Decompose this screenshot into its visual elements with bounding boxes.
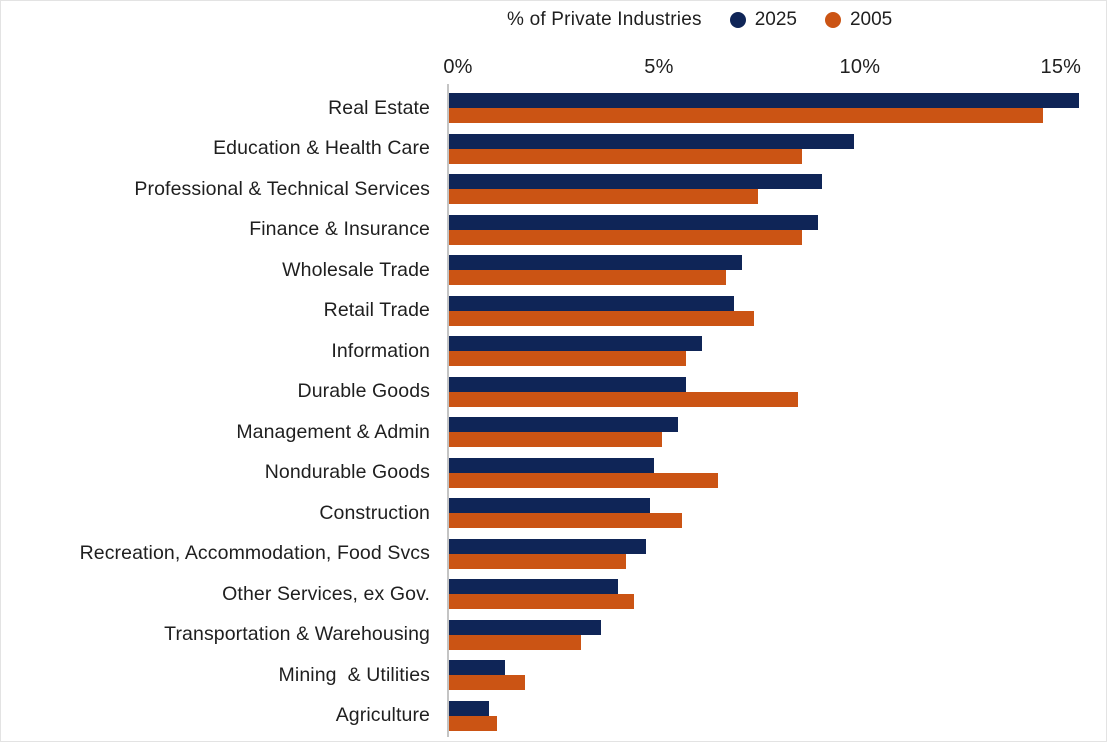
bar-2005 [449, 108, 1043, 124]
bar-2025 [449, 457, 654, 473]
bar-group [449, 493, 1091, 534]
x-tick-label: 5% [644, 56, 674, 78]
x-axis: 0% 5% 10% 15% [443, 47, 1091, 81]
category-label: Transportation & Warehousing [164, 623, 430, 646]
bar-2025 [449, 538, 646, 554]
bar-2025 [449, 255, 742, 271]
category-row: Recreation, Accommodation, Food Svcs [1, 534, 1091, 575]
bar-group [449, 129, 1091, 170]
category-label: Agriculture [335, 704, 430, 727]
bar-2005 [449, 351, 686, 367]
bar-group [449, 331, 1091, 372]
category-row: Other Services, ex Gov. [1, 574, 1091, 615]
bar-group [449, 250, 1091, 291]
bar-2005 [449, 189, 758, 205]
category-label: Education & Health Care [213, 137, 430, 160]
bar-group [449, 210, 1091, 251]
category-label: Management & Admin [236, 420, 430, 443]
category-row: Education & Health Care [1, 129, 1091, 170]
bar-group [449, 534, 1091, 575]
bar-2025 [449, 214, 819, 230]
category-row: Construction [1, 493, 1091, 534]
bar-2005 [449, 432, 662, 448]
bar-2025 [449, 376, 686, 392]
category-label: Finance & Insurance [249, 218, 430, 241]
bar-2005 [449, 634, 582, 650]
category-row: Mining & Utilities [1, 655, 1091, 696]
bar-group [449, 696, 1091, 737]
category-label: Real Estate [328, 96, 430, 119]
category-label: Durable Goods [297, 380, 430, 403]
legend-label-2025: 2025 [754, 9, 797, 30]
bar-group [449, 291, 1091, 332]
bar-2025 [449, 336, 702, 352]
bar-2025 [449, 133, 855, 149]
x-tick-label: 10% [839, 56, 881, 78]
plot-area: Real Estate Education & Health Care Profes… [1, 88, 1091, 736]
category-label: Professional & Technical Services [134, 177, 430, 200]
legend-item-2025: 2025 [729, 9, 797, 31]
category-row: Durable Goods [1, 372, 1091, 413]
bar-group [449, 615, 1091, 656]
category-label: Other Services, ex Gov. [222, 582, 430, 605]
category-label: Retail Trade [323, 299, 430, 322]
category-label: Wholesale Trade [282, 258, 430, 281]
bar-group [449, 453, 1091, 494]
category-row: Transportation & Warehousing [1, 615, 1091, 656]
category-label: Nondurable Goods [264, 461, 430, 484]
category-row: Professional & Technical Services [1, 169, 1091, 210]
bar-group [449, 372, 1091, 413]
bar-2005 [449, 715, 498, 731]
chart-legend: % of Private Industries 2025 2005 [507, 9, 892, 31]
bar-group [449, 655, 1091, 696]
bar-2005 [449, 148, 803, 164]
bar-2025 [449, 498, 650, 514]
category-row: Management & Admin [1, 412, 1091, 453]
category-row: Nondurable Goods [1, 453, 1091, 494]
bar-2025 [449, 700, 490, 716]
bar-2005 [449, 391, 799, 407]
legend-item-2005: 2005 [824, 9, 893, 31]
bar-2025 [449, 579, 618, 595]
bar-group [449, 574, 1091, 615]
category-label: Information [331, 339, 430, 362]
bar-2005 [449, 472, 718, 488]
bar-2025 [449, 174, 823, 190]
category-row: Finance & Insurance [1, 210, 1091, 251]
bar-2005 [449, 229, 803, 245]
bar-2005 [449, 553, 626, 569]
bar-2005 [449, 513, 682, 529]
bar-2005 [449, 675, 526, 691]
bar-2005 [449, 270, 726, 286]
bar-group [449, 88, 1091, 129]
category-row: Real Estate [1, 88, 1091, 129]
category-row: Information [1, 331, 1091, 372]
bar-2025 [449, 417, 678, 433]
category-label: Recreation, Accommodation, Food Svcs [79, 542, 430, 565]
legend-dot-2005-icon [824, 12, 841, 28]
bar-2005 [449, 594, 634, 610]
bar-2005 [449, 310, 754, 326]
legend-label-2005: 2005 [849, 9, 893, 30]
bar-group [449, 412, 1091, 453]
category-label: Construction [319, 501, 430, 524]
x-tick-label: 0% [443, 56, 473, 78]
category-row: Agriculture [1, 696, 1091, 737]
y-axis-line [447, 84, 449, 737]
bar-2025 [449, 619, 602, 635]
x-tick-label: 15% [1040, 56, 1082, 78]
bar-group [449, 169, 1091, 210]
category-label: Mining & Utilities [278, 663, 430, 686]
bar-2025 [449, 660, 506, 676]
bar-2025 [449, 93, 1079, 109]
bar-2025 [449, 295, 734, 311]
chart-title: % of Private Industries [507, 9, 702, 30]
category-row: Retail Trade [1, 291, 1091, 332]
category-row: Wholesale Trade [1, 250, 1091, 291]
legend-dot-2025-icon [729, 12, 746, 28]
